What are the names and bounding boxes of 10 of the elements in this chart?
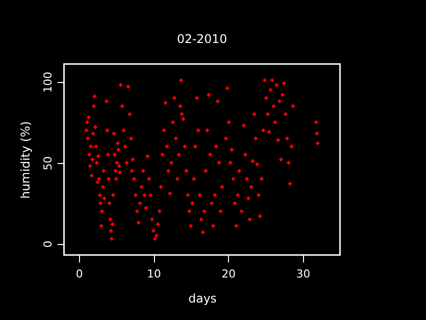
y-axis-title: humidity (%) bbox=[18, 121, 32, 199]
y-tick-label: 0 bbox=[42, 240, 54, 248]
x-tick-label: 0 bbox=[76, 268, 83, 280]
x-axis-title: days bbox=[188, 292, 217, 306]
chart-title: 02-2010 bbox=[176, 32, 228, 46]
x-tick-label: 20 bbox=[222, 268, 236, 280]
x-tick-label: 10 bbox=[147, 268, 162, 280]
x-tick-label: 30 bbox=[296, 268, 310, 280]
y-tick-label: 50 bbox=[42, 156, 54, 170]
y-tick-label: 100 bbox=[42, 72, 54, 93]
